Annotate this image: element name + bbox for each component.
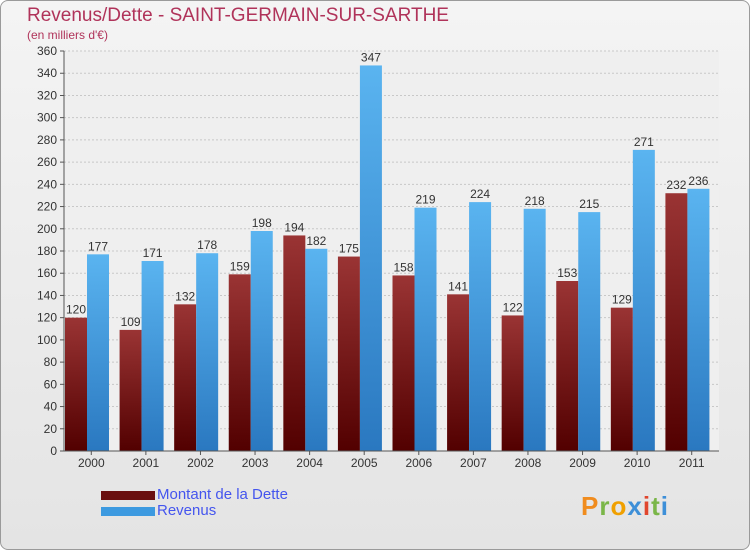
bar-debt-2006 [392, 275, 415, 451]
data-label-debt-2003: 159 [230, 259, 250, 273]
legend-swatch-revenus [101, 507, 155, 516]
y-tick-label: 100 [37, 333, 57, 347]
bar-revenus-2009 [578, 212, 601, 451]
data-label-revenus-2008: 218 [525, 194, 545, 208]
y-tick-label: 300 [37, 111, 57, 125]
proxiti-logo: Proxiti [581, 491, 669, 522]
x-tick-label: 2001 [133, 456, 160, 470]
logo-letter: t [651, 491, 661, 521]
logo-letter: P [581, 491, 600, 521]
data-label-debt-2010: 129 [612, 293, 632, 307]
y-tick-label: 140 [37, 288, 57, 302]
data-label-revenus-2004: 182 [306, 234, 326, 248]
x-tick-label: 2010 [624, 456, 651, 470]
legend-label-revenus: Revenus [157, 502, 217, 519]
bar-debt-2001 [119, 329, 142, 451]
bar-debt-2011 [665, 193, 688, 451]
data-label-debt-2004: 194 [284, 220, 304, 234]
data-label-debt-2009: 153 [557, 266, 577, 280]
data-label-debt-2008: 122 [503, 300, 523, 314]
x-tick-label: 2000 [78, 456, 105, 470]
x-tick-label: 2006 [405, 456, 432, 470]
y-tick-label: 280 [37, 133, 57, 147]
y-tick-label: 340 [37, 66, 57, 80]
x-tick-label: 2004 [296, 456, 323, 470]
data-label-debt-2005: 175 [339, 242, 359, 256]
data-label-debt-2002: 132 [175, 289, 195, 303]
bar-debt-2010 [610, 307, 633, 451]
data-label-revenus-2005: 347 [361, 50, 381, 64]
y-tick-label: 80 [44, 355, 58, 369]
data-label-debt-2001: 109 [121, 315, 141, 329]
x-tick-label: 2011 [679, 456, 705, 470]
y-tick-label: 40 [44, 400, 58, 414]
bar-revenus-2005 [359, 65, 382, 451]
bar-revenus-2010 [632, 149, 655, 451]
data-label-revenus-2007: 224 [470, 187, 490, 201]
data-label-revenus-2009: 215 [579, 197, 599, 211]
y-tick-label: 200 [37, 222, 57, 236]
logo-letter: r [599, 491, 611, 521]
y-tick-label: 0 [50, 444, 57, 458]
y-tick-label: 180 [37, 244, 57, 258]
bar-revenus-2006 [414, 207, 437, 451]
legend-label-debt: Montant de la Dette [157, 486, 288, 503]
bar-revenus-2000 [87, 254, 109, 451]
bar-debt-2008 [501, 315, 524, 451]
x-tick-label: 2008 [515, 456, 542, 470]
y-tick-label: 360 [37, 44, 57, 58]
bar-revenus-2011 [687, 188, 710, 451]
bar-debt-2004 [283, 235, 306, 451]
x-tick-label: 2007 [460, 456, 487, 470]
data-label-debt-2007: 141 [448, 279, 468, 293]
bar-revenus-2001 [141, 261, 164, 451]
logo-letter: o [610, 491, 628, 521]
y-tick-label: 160 [37, 266, 57, 280]
logo-letter: x [627, 491, 643, 521]
bar-revenus-2002 [196, 253, 219, 451]
data-label-revenus-2000: 177 [88, 239, 108, 253]
data-label-revenus-2010: 271 [634, 135, 654, 149]
bar-revenus-2008 [523, 208, 546, 451]
y-tick-label: 260 [37, 155, 57, 169]
legend-swatch-debt [101, 491, 155, 500]
logo-letter: i [642, 491, 652, 521]
y-tick-label: 320 [37, 88, 57, 102]
x-tick-label: 2009 [569, 456, 596, 470]
data-label-revenus-2011: 236 [688, 174, 708, 188]
y-tick-label: 120 [37, 311, 57, 325]
data-label-debt-2011: 232 [666, 178, 686, 192]
bar-debt-2002 [174, 304, 197, 451]
bar-debt-2007 [447, 294, 470, 451]
data-label-revenus-2006: 219 [415, 193, 435, 207]
x-tick-label: 2005 [351, 456, 378, 470]
y-tick-label: 220 [37, 200, 57, 214]
bar-revenus-2003 [250, 231, 273, 451]
chart-subtitle: (en milliers d'€) [27, 28, 108, 42]
logo-letter: i [660, 491, 669, 521]
x-tick-label: 2002 [187, 456, 214, 470]
data-label-revenus-2002: 178 [197, 238, 217, 252]
bar-revenus-2007 [469, 202, 492, 451]
x-tick-label: 2003 [242, 456, 269, 470]
data-label-revenus-2003: 198 [252, 216, 272, 230]
bar-debt-2000 [65, 317, 87, 451]
y-tick-label: 60 [44, 377, 58, 391]
bar-revenus-2004 [305, 248, 328, 451]
y-tick-label: 240 [37, 177, 57, 191]
data-label-revenus-2001: 171 [143, 246, 163, 260]
data-label-debt-2000: 120 [66, 303, 86, 317]
bar-debt-2003 [228, 274, 251, 451]
bar-debt-2005 [337, 256, 360, 451]
y-tick-label: 20 [44, 422, 58, 436]
data-label-debt-2006: 158 [393, 260, 413, 274]
bar-debt-2009 [556, 281, 579, 451]
chart-title: Revenus/Dette - SAINT-GERMAIN-SUR-SARTHE [27, 5, 449, 26]
